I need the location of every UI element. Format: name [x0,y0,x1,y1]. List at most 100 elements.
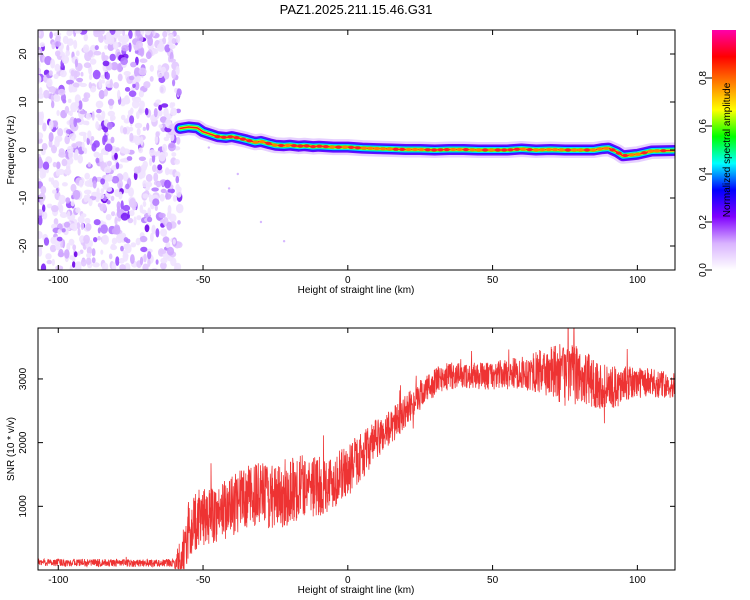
noise-speckle [134,81,140,91]
ridge-peak [291,144,297,148]
noise-speckle [105,214,112,221]
noise-speckle [135,75,141,83]
noise-speckle [69,87,78,93]
noise-speckle [48,120,54,130]
noise-speckle [38,30,41,37]
noise-speckle [153,108,158,118]
noise-speckle [157,164,163,171]
noise-speckle [97,235,101,241]
noise-speckle [139,204,144,214]
stray-speckle [227,187,231,190]
noise-speckle [93,30,101,38]
ridge-peak [412,147,418,152]
noise-speckle [149,76,154,82]
noise-speckle [52,189,57,194]
noise-speckle [145,174,153,182]
noise-speckle [70,200,75,207]
ridge-peak [348,145,355,149]
ridge-peak [552,148,559,152]
noise-speckle [38,93,44,99]
ridge-peak [456,147,463,152]
noise-speckle [80,258,87,267]
noise-speckle [46,259,53,265]
noise-speckle [115,256,120,266]
noise-speckle [139,58,148,63]
ridge-peak [437,148,444,152]
x-tick-label: 100 [629,575,646,586]
ridge-peak [501,148,508,152]
ridge-peak [303,144,310,148]
noise-speckle [111,262,117,270]
ridge-peak [443,148,450,152]
noise-speckle [143,81,151,89]
noise-speckle [109,53,116,62]
noise-speckle [97,192,105,200]
noise-speckle [123,71,131,76]
noise-speckle [76,77,84,83]
noise-speckle [162,30,168,38]
noise-speckle [135,40,143,49]
noise-speckle [114,216,118,226]
ridge-peak [647,149,654,153]
noise-speckle [76,222,81,230]
noise-speckle [83,234,90,244]
noise-speckle [155,259,159,265]
ridge-peak [214,135,221,139]
noise-speckle [149,64,154,72]
noise-speckle [66,242,71,251]
noise-speckle [106,200,111,205]
ridge-peak [233,136,240,140]
noise-speckle [50,177,55,185]
noise-speckle [88,198,93,207]
noise-speckle [83,147,88,155]
noise-speckle [150,232,154,242]
noise-speckle [171,69,177,79]
noise-speckle [87,130,92,139]
noise-speckle [48,70,53,76]
noise-speckle [51,100,55,109]
noise-speckle [130,61,137,68]
noise-speckle [83,33,88,42]
noise-speckle [41,211,48,220]
noise-speckle [84,92,88,100]
ridge-peak [424,148,431,152]
noise-speckle [110,243,116,250]
noise-speckle [55,244,61,251]
stray-speckle [207,146,211,149]
noise-speckle [118,257,125,264]
noise-speckle [96,108,102,114]
noise-speckle [71,143,78,149]
noise-speckle [52,161,57,168]
noise-speckle [74,149,79,156]
snr-panel: -100 -50 0 50 100 1000 2000 3000 Height of str… [6,327,676,596]
noise-speckle [128,90,137,97]
colorbar-tick-label: 0.8 [698,71,709,85]
noise-speckle [127,217,134,224]
noise-speckle [104,45,108,50]
noise-speckle [80,222,85,230]
noise-speckle [75,118,82,123]
noise-speckle [64,249,70,259]
noise-speckle [77,215,85,224]
noise-speckle [41,143,48,151]
colorbar-tick-label: 0.2 [698,215,709,229]
noise-speckle [38,49,41,58]
snr-x-label: Height of straight line (km) [298,585,415,596]
noise-speckle [92,69,101,80]
ridge-peak [259,140,266,144]
noise-speckle [147,216,153,223]
spectrogram-x-axis: -100 -50 0 50 100 [48,30,646,286]
y-tick-label: 1000 [18,495,29,518]
noise-speckle [138,147,144,154]
noise-speckle [80,71,84,77]
noise-speckle [98,34,104,43]
noise-speckle [95,100,104,109]
noise-speckle [173,266,180,270]
noise-speckle [63,168,72,175]
noise-speckle [75,261,81,270]
noise-speckle [55,35,61,41]
noise-speckle [61,55,70,64]
ridge-peak [603,146,610,150]
x-tick-label: 50 [487,275,499,286]
